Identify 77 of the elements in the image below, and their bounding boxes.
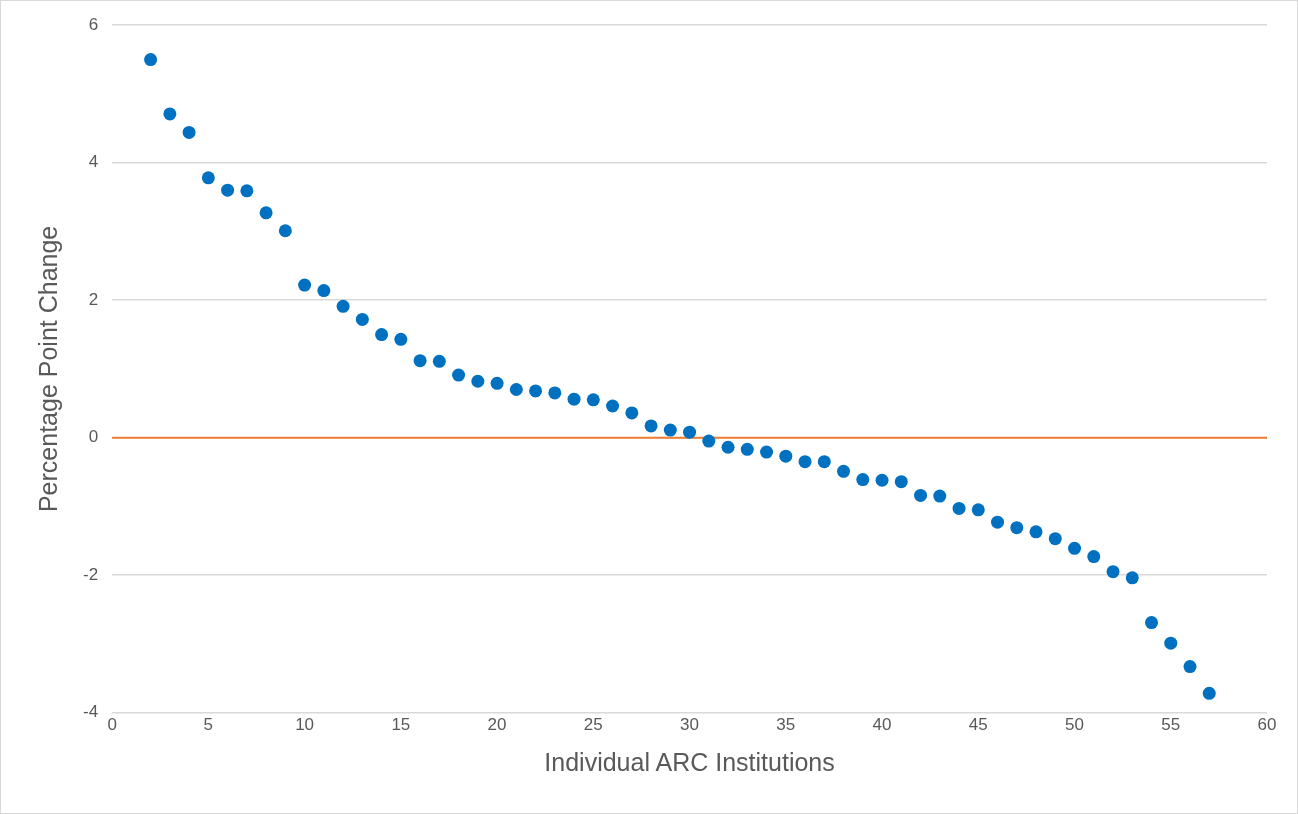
x-tick-label: 45 (968, 715, 988, 735)
point (240, 184, 254, 198)
point (413, 354, 427, 368)
point (336, 299, 350, 313)
point (817, 455, 831, 469)
point (1202, 686, 1216, 700)
point (894, 475, 908, 489)
point (201, 171, 215, 185)
y-tick-label: 6 (88, 14, 99, 34)
point (663, 423, 677, 437)
point (509, 383, 523, 397)
point (375, 328, 389, 342)
y-tick-label: 0 (88, 427, 99, 447)
point (394, 332, 408, 346)
point (163, 107, 177, 121)
point (1068, 541, 1082, 555)
x-tick-label: 35 (776, 715, 796, 735)
point (606, 399, 620, 413)
x-tick-label: 20 (487, 715, 507, 735)
point (1048, 532, 1062, 546)
x-tick-label: 15 (391, 715, 411, 735)
point (798, 455, 812, 469)
point (991, 515, 1005, 529)
point (355, 312, 369, 326)
point (625, 406, 639, 420)
point (529, 384, 543, 398)
point (779, 449, 793, 463)
point (721, 440, 735, 454)
point (221, 183, 235, 197)
x-tick-label: 40 (872, 715, 892, 735)
point (1106, 565, 1120, 579)
point (1125, 571, 1139, 585)
x-tick-label: 0 (107, 715, 117, 735)
point (971, 503, 985, 517)
point (740, 442, 754, 456)
x-tick-label: 25 (583, 715, 603, 735)
x-tick-label: 30 (680, 715, 700, 735)
point (702, 434, 716, 448)
point (298, 278, 312, 292)
y-axis-title: Percentage Point Change (33, 225, 62, 513)
x-tick-label: 55 (1161, 715, 1181, 735)
x-tick-label: 60 (1257, 715, 1277, 735)
point (567, 392, 581, 406)
point (182, 125, 196, 139)
point (683, 425, 697, 439)
x-tick-label: 5 (203, 715, 214, 735)
point (856, 473, 870, 487)
point (1145, 616, 1159, 630)
point (471, 374, 485, 388)
point (1164, 636, 1178, 650)
point (760, 445, 774, 459)
point (586, 393, 600, 407)
point (1010, 521, 1024, 535)
x-tick-label: 10 (295, 715, 315, 735)
point (933, 489, 947, 503)
x-tick-label: 50 (1065, 715, 1084, 735)
point (914, 488, 928, 502)
point (490, 376, 504, 390)
point (1183, 660, 1197, 674)
point (144, 53, 158, 67)
point (452, 368, 466, 382)
point (548, 386, 562, 400)
y-tick-label: -4 (82, 702, 99, 722)
point (644, 419, 658, 433)
point (837, 464, 851, 478)
point (259, 206, 273, 220)
x-axis-title: Individual ARC Institutions (544, 747, 835, 776)
point (952, 501, 966, 515)
point (1087, 550, 1101, 564)
point (317, 284, 331, 298)
y-tick-label: -2 (82, 564, 99, 584)
point (1029, 525, 1043, 539)
y-tick-label: 4 (88, 152, 99, 172)
point (432, 354, 446, 368)
point (278, 224, 292, 238)
y-tick-label: 2 (88, 289, 99, 309)
point (875, 473, 889, 487)
